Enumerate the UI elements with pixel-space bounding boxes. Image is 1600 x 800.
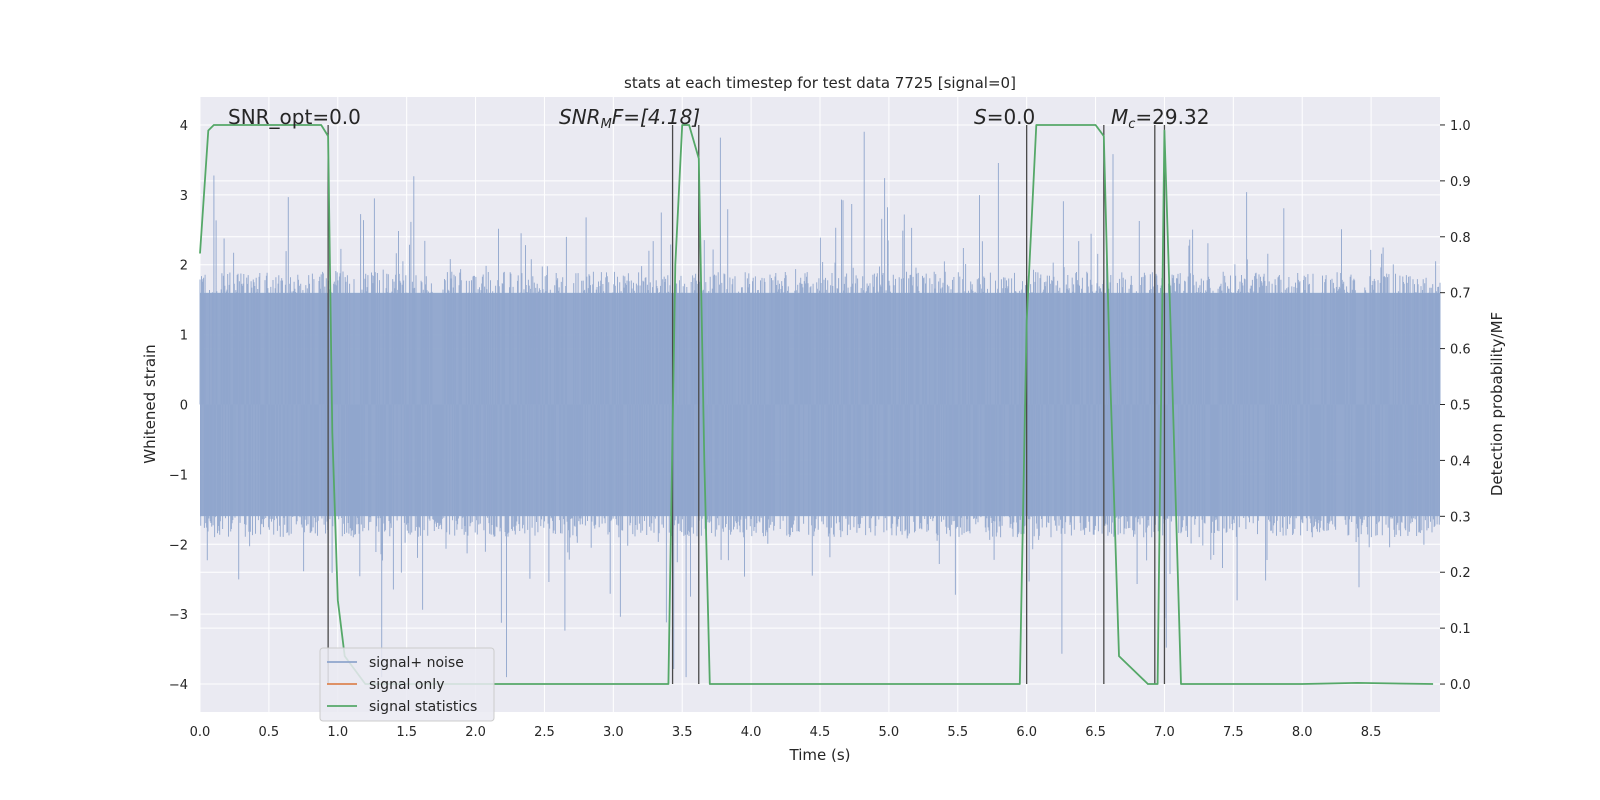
y-right-tick-label: 0.4 <box>1450 454 1471 469</box>
y-tick-label: 2 <box>180 259 188 274</box>
vertical-markers <box>327 124 1166 685</box>
annotation-s-suffix: =0.0 <box>987 105 1036 129</box>
x-tick-label: 7.5 <box>1223 725 1244 740</box>
x-tick-label: 3.0 <box>603 725 624 740</box>
x-tick-label: 8.5 <box>1361 725 1382 740</box>
x-tick-label: 2.0 <box>465 725 486 740</box>
x-tick-label: 6.5 <box>1085 725 1106 740</box>
x-tick-label: 1.5 <box>396 725 417 740</box>
x-tick-label: 2.5 <box>534 725 555 740</box>
y-tick-label: −4 <box>169 678 188 693</box>
y-right-tick-label: 1.0 <box>1450 119 1471 134</box>
y-right-tick-label: 0.9 <box>1450 175 1471 190</box>
annotation-snr-mf-prefix: SNR <box>559 105 601 129</box>
y-tick-label: −3 <box>169 608 188 623</box>
x-tick-label: 7.0 <box>1154 725 1175 740</box>
y-tick-label: −2 <box>169 538 188 553</box>
y-tick-label: 4 <box>180 119 188 134</box>
signal-statistics-line <box>199 124 1434 685</box>
y-right-tick-label: 0.7 <box>1450 287 1471 302</box>
legend-label-signal-statistics: signal statistics <box>369 699 477 715</box>
x-tick-label: 4.0 <box>741 725 762 740</box>
x-tick-label: 8.0 <box>1292 725 1313 740</box>
x-tick-label: 6.0 <box>1016 725 1037 740</box>
x-tick-label: 4.5 <box>810 725 831 740</box>
annotation-s-prefix: S <box>974 105 987 129</box>
y-tick-label: 1 <box>180 329 188 344</box>
x-tick-label: 1.0 <box>327 725 348 740</box>
x-tick-labels: 0.0 0.5 1.0 1.5 2.0 2.5 3.0 3.5 4.0 4.5 5.0 5.5 6.0 6… <box>190 725 1382 740</box>
y-right-tick-label: 0.5 <box>1450 399 1471 414</box>
y-right-tick-label: 0.1 <box>1450 622 1471 637</box>
annotation-mc: Mc=29.32 <box>1111 105 1209 132</box>
y-tick-label: 0 <box>180 399 188 414</box>
x-tick-label: 5.0 <box>879 725 900 740</box>
x-tick-label: 0.5 <box>259 725 280 740</box>
annotation-s: S=0.0 <box>974 105 1035 129</box>
annotation-mc-prefix: M <box>1111 105 1128 129</box>
y-right-tick-label: 0.6 <box>1450 343 1471 358</box>
legend: signal+ noise signal only signal statist… <box>319 647 495 722</box>
y-tick-label: 3 <box>180 189 188 204</box>
signal-statistics-series <box>199 124 1434 685</box>
y-right-tick-label: 0.2 <box>1450 566 1471 581</box>
legend-label-signal-noise: signal+ noise <box>369 655 464 671</box>
y-axis-label: Whitened strain <box>141 344 159 463</box>
annotation-snr-opt: SNR_opt=0.0 <box>228 105 361 129</box>
y-right-tick-labels: 1.0 0.9 0.8 0.7 0.6 0.5 0.4 0.3 0.2 0.1 0.0 <box>1440 119 1471 693</box>
annotation-mc-suffix: =29.32 <box>1135 105 1209 129</box>
y-right-tick-label: 0.3 <box>1450 510 1471 525</box>
y-tick-labels: 4 3 2 1 0 −1 −2 −3 −4 <box>169 119 188 693</box>
x-axis-label: Time (s) <box>789 746 851 764</box>
annotation-snr-mf-suffix: F=[4.18] <box>612 105 700 129</box>
signal-plus-noise-series <box>199 131 1441 678</box>
legend-box <box>319 647 495 722</box>
annotation-mc-subscript: c <box>1128 117 1135 132</box>
x-tick-label: 5.5 <box>947 725 968 740</box>
y-right-tick-label: 0.8 <box>1450 231 1471 246</box>
x-tick-label: 3.5 <box>672 725 693 740</box>
x-tick-label: 0.0 <box>190 725 211 740</box>
legend-label-signal-only: signal only <box>369 677 444 693</box>
y-right-tick-label: 0.0 <box>1450 678 1471 693</box>
annotation-snr-mf: SNRMF=[4.18] <box>559 105 700 132</box>
annotation-snr-mf-subscript: M <box>601 117 612 132</box>
chart-title: stats at each timestep for test data 772… <box>624 74 1016 92</box>
y-tick-label: −1 <box>169 468 188 483</box>
y-right-axis-label: Detection probability/MF <box>1488 312 1506 496</box>
